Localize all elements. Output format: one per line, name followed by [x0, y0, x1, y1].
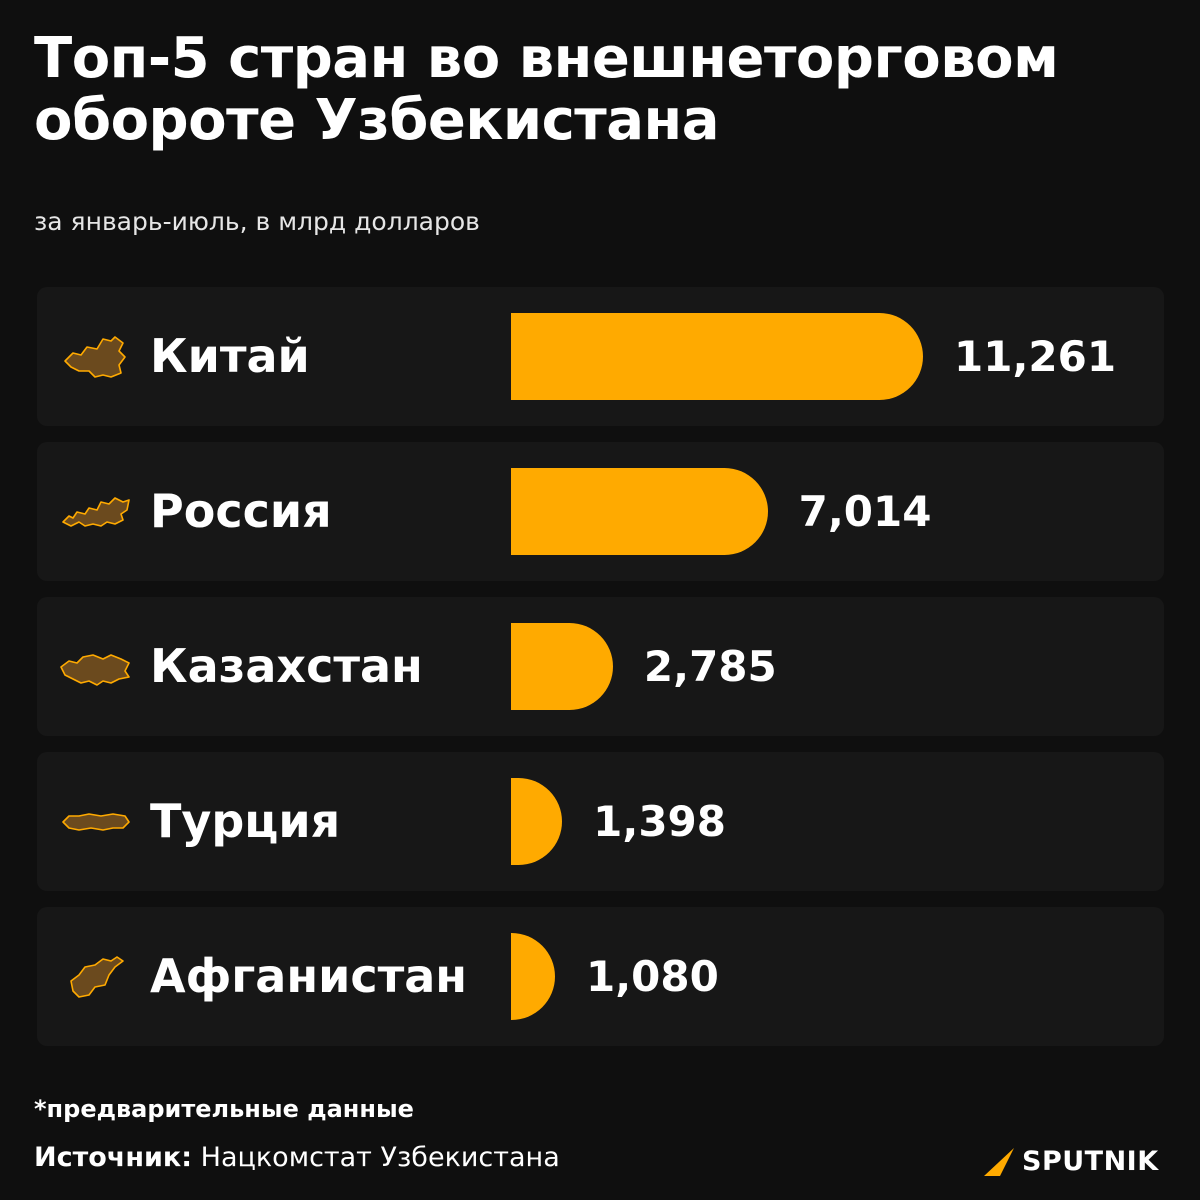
category-label: Китай — [150, 329, 310, 383]
source-value: Нацкомстат Узбекистана — [200, 1142, 560, 1173]
category-label: Россия — [150, 484, 332, 538]
kazakhstan-map-icon — [60, 654, 130, 686]
bar — [511, 778, 563, 865]
category-label: Турция — [150, 794, 341, 848]
chart-row: Казахстан 2,785 — [37, 597, 1164, 736]
value-label: 11,261 — [954, 332, 1117, 381]
category-label: Казахстан — [150, 639, 423, 693]
chart-row: Китай 11,261 — [37, 287, 1164, 426]
russia-map-icon — [62, 497, 130, 527]
brand-name: SPUTNIK — [1022, 1145, 1159, 1177]
bar — [511, 313, 923, 400]
value-label: 1,080 — [586, 952, 719, 1001]
afghanistan-map-icon — [70, 956, 124, 998]
source-label: Источник: — [34, 1142, 193, 1173]
bar-chart: Китай 11,261 Россия 7,014 Казахстан 2,78… — [37, 287, 1164, 1062]
bar — [511, 468, 768, 555]
brand-logo: SPUTNIK — [982, 1141, 1159, 1181]
chart-row: Афганистан 1,080 — [37, 907, 1164, 1046]
bar — [511, 933, 555, 1020]
source-line: Источник: Нацкомстат Узбекистана — [34, 1142, 560, 1173]
chart-row: Россия 7,014 — [37, 442, 1164, 581]
turkey-map-icon — [62, 813, 130, 831]
chart-subtitle: за январь-июль, в млрд долларов — [34, 207, 480, 236]
bar — [511, 623, 613, 710]
value-label: 1,398 — [593, 797, 726, 846]
chart-row: Турция 1,398 — [37, 752, 1164, 891]
category-label: Афганистан — [150, 949, 468, 1003]
sputnik-logo-icon — [984, 1148, 1014, 1176]
value-label: 2,785 — [643, 642, 777, 691]
chart-title: Топ-5 стран во внешнеторговом обороте Уз… — [34, 26, 1059, 153]
footnote: *предварительные данные — [34, 1095, 414, 1123]
china-map-icon — [64, 336, 126, 378]
value-label: 7,014 — [798, 487, 932, 536]
